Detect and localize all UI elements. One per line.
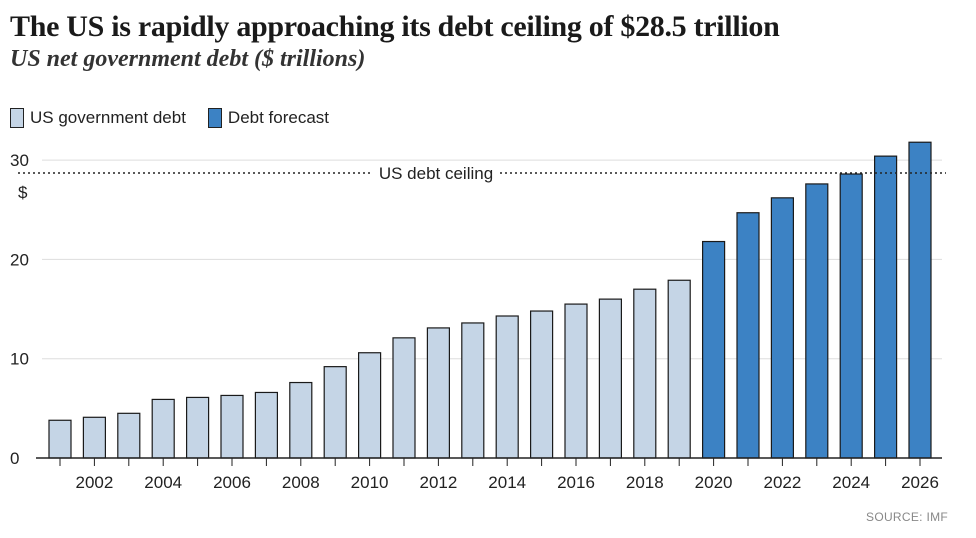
debt-ceiling-label: US debt ceiling [379, 164, 493, 183]
y-axis-unit-label: $ [18, 183, 28, 202]
y-tick-label: 30 [10, 151, 29, 170]
bar [220, 394, 244, 459]
x-tick-label: 2020 [695, 473, 733, 492]
x-tick-label: 2002 [75, 473, 113, 492]
y-tick-label: 20 [10, 250, 29, 269]
x-tick-label: 2012 [419, 473, 457, 492]
bar [667, 279, 691, 459]
bar [323, 366, 347, 459]
x-tick-label: 2018 [626, 473, 664, 492]
legend-swatch-forecast [207, 108, 222, 128]
bar [392, 337, 416, 459]
chart-subtitle: US net government debt ($ trillions) [10, 46, 366, 72]
bar [839, 173, 863, 459]
bar [117, 412, 141, 459]
x-tick-label: 2008 [282, 473, 320, 492]
bar [805, 183, 829, 459]
x-tick-label: 2024 [832, 473, 870, 492]
chart-title: The US is rapidly approaching its debt c… [10, 10, 780, 43]
bar [186, 396, 210, 459]
legend-swatch-actual [10, 108, 24, 128]
x-tick-label: 2004 [144, 473, 182, 492]
bar [529, 310, 554, 459]
source-note: SOURCE: IMF [866, 510, 948, 524]
legend: US government debt Debt forecast [10, 108, 351, 128]
x-tick-label: 2016 [557, 473, 595, 492]
bar [426, 327, 450, 459]
bar [289, 381, 313, 459]
bar [701, 240, 726, 459]
bar [908, 141, 932, 459]
bar [82, 416, 107, 459]
x-tick-label: 2026 [901, 473, 939, 492]
bar [736, 212, 760, 459]
bar [151, 398, 175, 459]
legend-label-forecast: Debt forecast [227, 108, 330, 127]
y-tick-label: 10 [10, 350, 29, 369]
bar [254, 391, 278, 459]
bar [461, 322, 485, 459]
bar [48, 419, 72, 459]
legend-item-forecast: Debt forecast [207, 108, 330, 128]
bar [770, 197, 795, 459]
bar [564, 303, 588, 459]
x-tick-label: 2010 [351, 473, 389, 492]
legend-item-actual: US government debt [10, 108, 186, 128]
x-tick-label: 2014 [488, 473, 526, 492]
bar [495, 315, 519, 459]
x-tick-label: 2022 [763, 473, 801, 492]
legend-label-actual: US government debt [30, 108, 186, 127]
x-tick-label: 2006 [213, 473, 251, 492]
bar [633, 288, 657, 459]
bar [358, 352, 382, 459]
bar [598, 298, 623, 459]
bar [873, 155, 898, 459]
y-tick-label: 0 [10, 449, 19, 468]
